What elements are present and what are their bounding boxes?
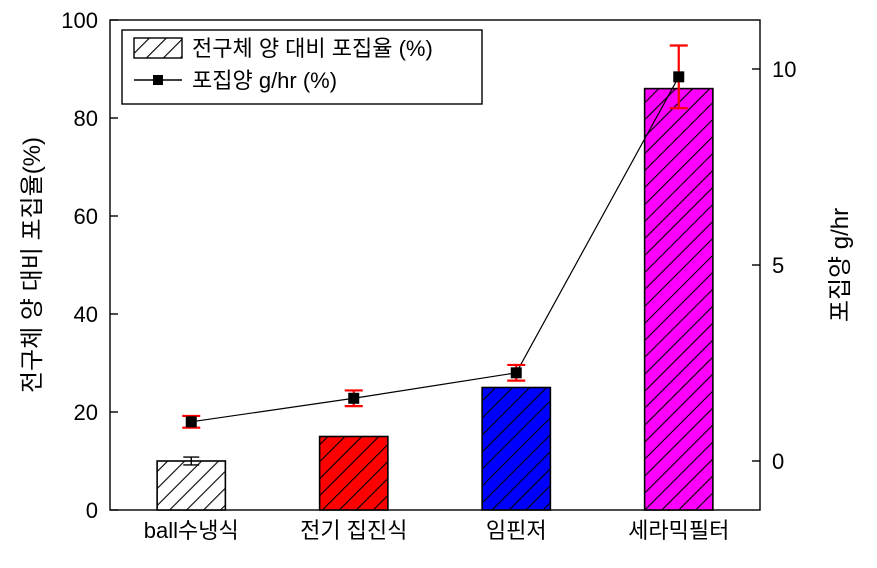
y-right-axis-title: 포집양 g/hr xyxy=(827,208,854,322)
line-marker xyxy=(186,417,196,427)
chart-svg: 0 20 40 60 80 100 0 5 10 ball수냉식 전기 집진식 임핀저 세라믹필터 전구체… xyxy=(0,0,877,568)
y-left-tick-label: 0 xyxy=(86,498,98,523)
x-category-label: 세라믹필터 xyxy=(628,518,729,543)
legend-swatch-marker xyxy=(153,75,163,85)
line-marker xyxy=(511,368,521,378)
chart-container: 0 20 40 60 80 100 0 5 10 ball수냉식 전기 집진식 임핀저 세라믹필터 전구체… xyxy=(0,0,877,568)
x-category-label: ball수냉식 xyxy=(144,518,239,543)
bar xyxy=(320,437,388,511)
y-left-tick-label: 20 xyxy=(74,400,98,425)
y-left-tick-label: 100 xyxy=(61,8,98,33)
x-category-label: 임핀저 xyxy=(486,518,547,543)
legend-swatch-bar xyxy=(134,38,182,58)
y-left-tick-label: 80 xyxy=(74,106,98,131)
y-left-axis-title: 전구체 양 대비 포집율(%) xyxy=(19,137,46,393)
line-marker xyxy=(349,393,359,403)
bar xyxy=(482,388,550,511)
line-series xyxy=(191,77,679,422)
x-category-label: 전기 집진식 xyxy=(300,518,407,543)
y-left-tick-label: 60 xyxy=(74,204,98,229)
legend-label: 포집양 g/hr (%) xyxy=(192,68,337,93)
y-right-tick-label: 10 xyxy=(772,57,796,82)
line-marker xyxy=(674,72,684,82)
legend-label: 전구체 양 대비 포집율 (%) xyxy=(192,36,433,61)
y-left-tick-label: 40 xyxy=(74,302,98,327)
bar xyxy=(157,461,225,510)
y-right-tick-label: 0 xyxy=(772,449,784,474)
y-right-tick-label: 5 xyxy=(772,253,784,278)
bar xyxy=(645,89,713,510)
